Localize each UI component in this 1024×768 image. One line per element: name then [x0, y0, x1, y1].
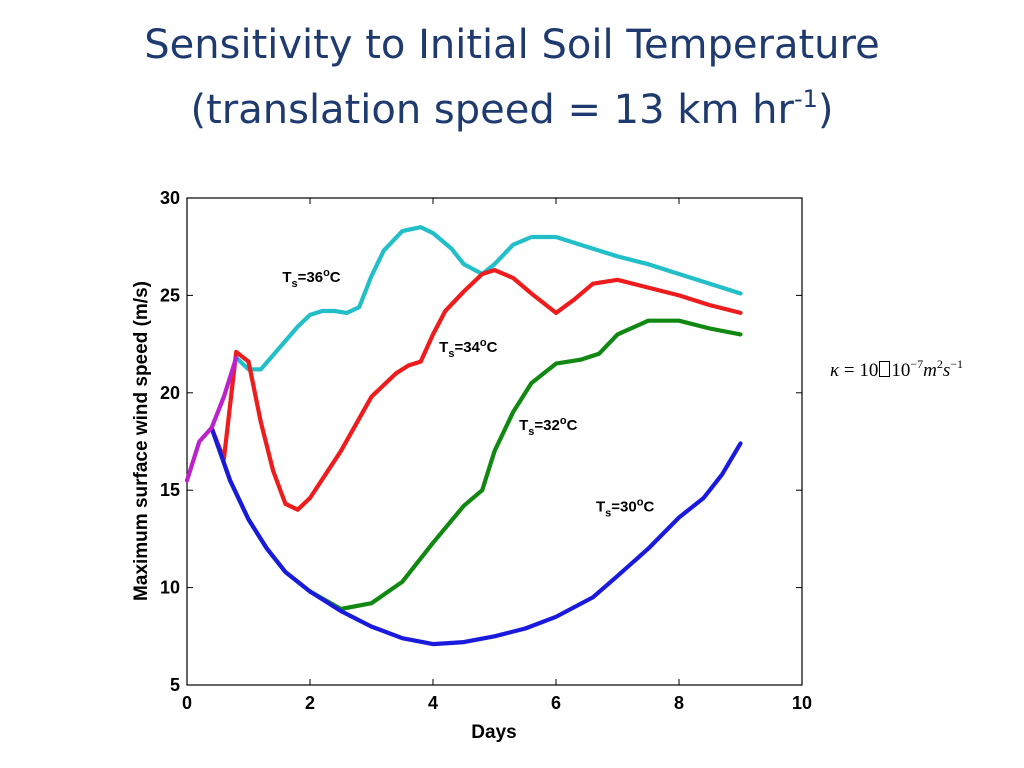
- x-tick-label: 10: [792, 693, 812, 713]
- series-line-ts30: [209, 425, 743, 647]
- series-annotation: Ts=36oC: [282, 267, 340, 290]
- series-lines: [184, 225, 743, 647]
- y-tick-label: 20: [160, 383, 180, 403]
- y-tick-label: 25: [160, 285, 180, 305]
- title-line-2-text: (translation speed = 13 km hr: [190, 87, 794, 133]
- series-annotation: Ts=32oC: [519, 415, 577, 438]
- y-tick-label: 15: [160, 480, 180, 500]
- kappa-formula: κ = 10 10−7m2s−1: [830, 357, 963, 382]
- formula-s-exponent: −1: [950, 357, 964, 371]
- x-axis-label: Days: [471, 722, 516, 743]
- formula-m: m: [923, 360, 937, 381]
- series-line-common: [184, 355, 239, 483]
- y-tick-label: 10: [160, 578, 180, 598]
- x-tick-label: 0: [182, 693, 192, 713]
- slide-title: Sensitivity to Initial Soil Temperature …: [0, 18, 1024, 137]
- series-annotation: Ts=30oC: [596, 497, 654, 520]
- formula-m-exponent: 2: [936, 357, 943, 371]
- title-line-2-superscript: -1: [793, 85, 818, 113]
- title-line-1: Sensitivity to Initial Soil Temperature: [144, 22, 880, 68]
- formula-ten: 10: [891, 360, 911, 381]
- x-tick-label: 6: [551, 693, 561, 713]
- y-tick-label: 5: [170, 675, 180, 695]
- x-tick-label: 2: [305, 693, 315, 713]
- axis-ticks: 0 2 4 6 8 10 5 10 15 20 25 30: [160, 188, 812, 713]
- title-line-2-close: ): [817, 87, 834, 133]
- x-tick-label: 4: [428, 693, 438, 713]
- series-annotation: Ts=34oC: [439, 337, 497, 360]
- x-tick-label: 8: [674, 693, 684, 713]
- formula-equals: = 10: [839, 360, 879, 381]
- formula-s: s: [942, 360, 951, 381]
- y-tick-label: 30: [160, 188, 180, 208]
- kappa-symbol: κ: [830, 360, 840, 381]
- formula-exponent: −7: [910, 357, 924, 371]
- series-line-ts36: [234, 225, 743, 372]
- series-annotations: Ts=36oC Ts=34oC Ts=32oC Ts=30oC: [282, 267, 654, 520]
- missing-glyph-box: [879, 361, 891, 377]
- series-line-ts34: [209, 268, 743, 512]
- y-axis-label: Maximum surface wind speed (m/s): [131, 281, 152, 601]
- title-line-2: (translation speed = 13 km hr-1): [0, 72, 1024, 137]
